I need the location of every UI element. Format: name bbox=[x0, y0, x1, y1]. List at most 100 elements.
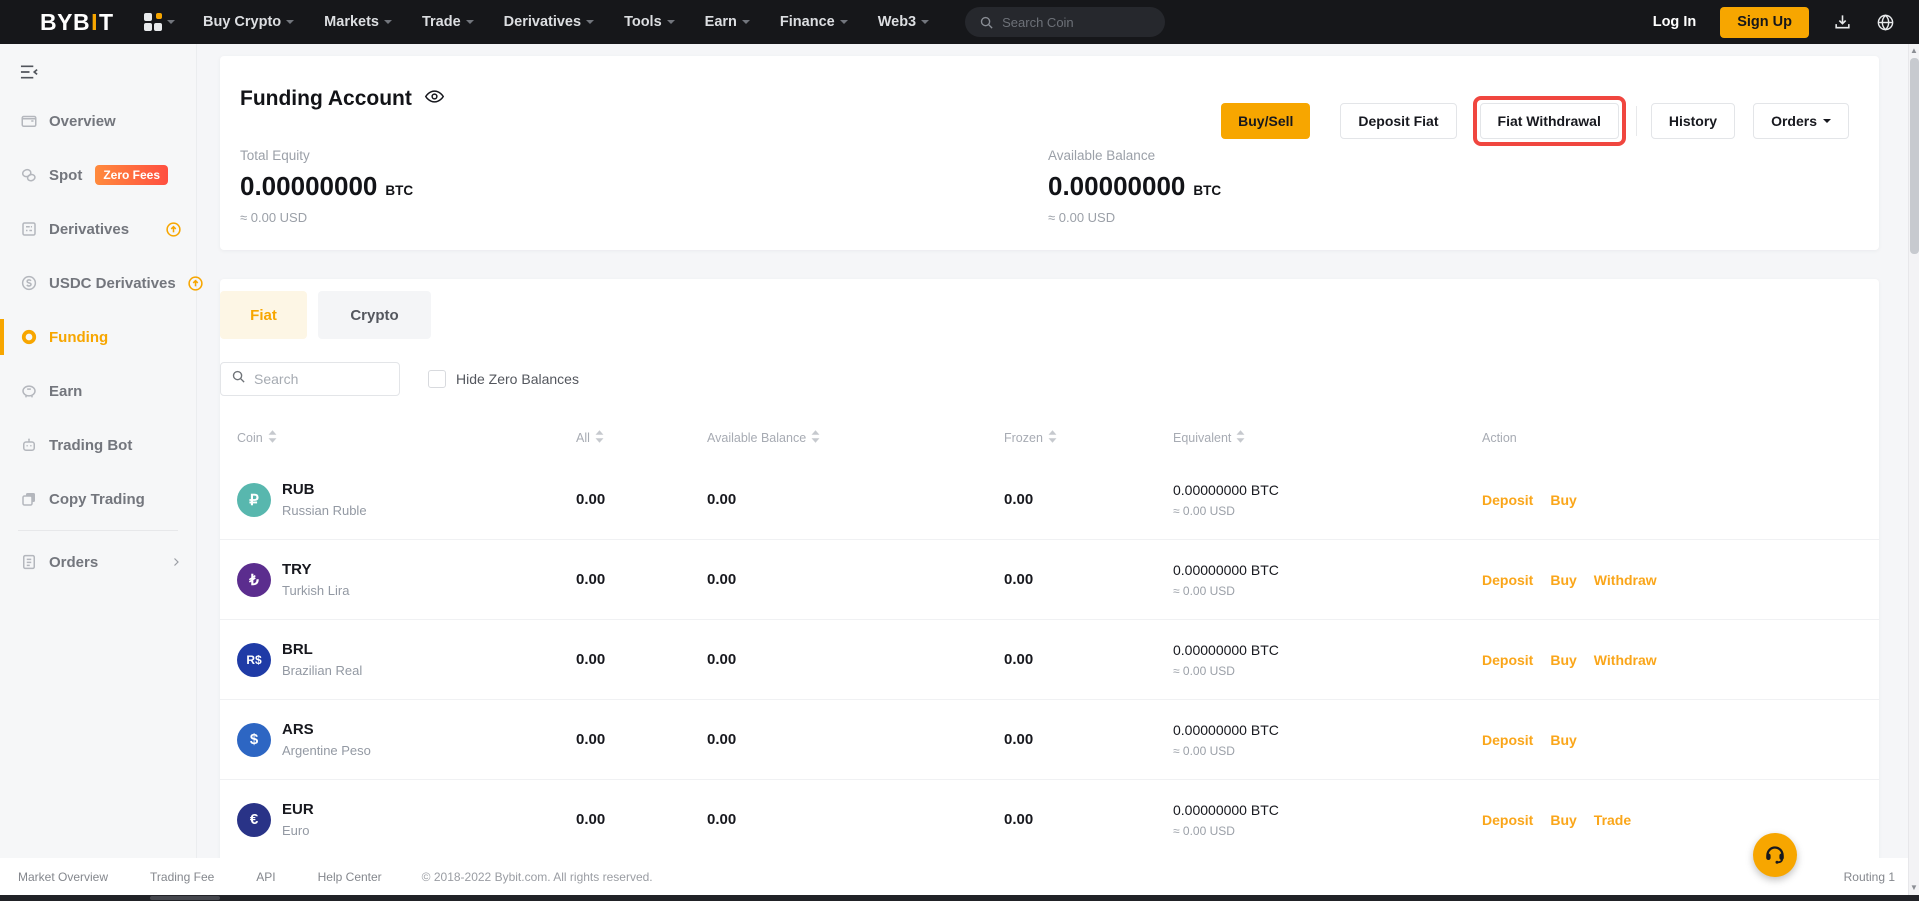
buy-sell-button[interactable]: Buy/Sell bbox=[1221, 103, 1311, 139]
signup-button[interactable]: Sign Up bbox=[1720, 6, 1809, 38]
table-header: Coin All Available Balance Frozen Equivalent… bbox=[220, 423, 1879, 453]
deposit-fiat-button[interactable]: Deposit Fiat bbox=[1340, 103, 1457, 139]
withdraw-link[interactable]: Withdraw bbox=[1593, 651, 1657, 668]
available-balance-value: 0.00 bbox=[707, 731, 737, 748]
sidebar-item-copy-trading[interactable]: Copy Trading bbox=[0, 472, 196, 526]
brl-coin-icon: R$ bbox=[237, 642, 271, 677]
earn-icon bbox=[20, 382, 38, 400]
download-app-icon[interactable] bbox=[1833, 13, 1852, 32]
total-equity-value: 0.00000000 bbox=[240, 171, 378, 201]
sidebar-collapse-icon[interactable] bbox=[20, 65, 39, 84]
buy-link[interactable]: Buy bbox=[1550, 811, 1577, 828]
table-search-input[interactable] bbox=[254, 371, 384, 387]
hide-zero-checkbox[interactable] bbox=[428, 370, 446, 388]
chevron-down-icon bbox=[586, 20, 595, 28]
coin-search-box[interactable] bbox=[965, 7, 1166, 37]
vertical-scrollbar-thumb[interactable] bbox=[1910, 58, 1919, 254]
column-header-coin[interactable]: Coin bbox=[237, 430, 576, 446]
frozen-value: 0.00 bbox=[1004, 731, 1034, 748]
orders-dropdown-button[interactable]: Orders bbox=[1753, 103, 1849, 139]
footer-link-market-overview[interactable]: Market Overview bbox=[18, 869, 109, 884]
nav-item-tools[interactable]: Tools bbox=[624, 14, 675, 30]
sidebar-item-label: Funding bbox=[49, 328, 109, 346]
deposit-link[interactable]: Deposit bbox=[1482, 731, 1534, 748]
coin-symbol: BRL bbox=[282, 641, 313, 658]
column-header-equivalent[interactable]: Equivalent bbox=[1173, 430, 1482, 446]
copy-icon bbox=[20, 490, 38, 508]
scroll-up-arrow-icon[interactable]: ▲ bbox=[1910, 46, 1918, 55]
orders-icon bbox=[20, 553, 38, 571]
deposit-link[interactable]: Deposit bbox=[1482, 571, 1534, 588]
apps-menu-button[interactable] bbox=[143, 12, 176, 32]
footer-link-api[interactable]: API bbox=[256, 869, 276, 884]
hide-zero-balances-toggle[interactable]: Hide Zero Balances bbox=[428, 370, 579, 388]
sidebar-nav: Overview Spot Zero Fees Derivatives USDC Der… bbox=[0, 94, 203, 589]
coin-name: Russian Ruble bbox=[282, 503, 367, 518]
coin-search-input[interactable] bbox=[1002, 14, 1143, 30]
sidebar-item-derivatives[interactable]: Derivatives bbox=[0, 202, 196, 256]
column-header-frozen[interactable]: Frozen bbox=[1004, 430, 1173, 446]
history-button[interactable]: History bbox=[1650, 103, 1736, 139]
coin-symbol: ARS bbox=[282, 721, 314, 738]
button-divider bbox=[1635, 106, 1637, 136]
apps-grid-icon bbox=[143, 12, 163, 32]
scroll-down-arrow-icon[interactable]: ▼ bbox=[1910, 883, 1918, 892]
buy-link[interactable]: Buy bbox=[1550, 731, 1577, 748]
column-label: Action bbox=[1482, 431, 1517, 445]
coin-symbol: RUB bbox=[282, 481, 315, 498]
toggle-balance-visibility-eye-icon[interactable] bbox=[424, 86, 445, 112]
column-label: Frozen bbox=[1004, 431, 1043, 445]
buy-link[interactable]: Buy bbox=[1550, 491, 1577, 508]
nav-item-finance[interactable]: Finance bbox=[780, 14, 848, 30]
frozen-value: 0.00 bbox=[1004, 811, 1034, 828]
column-header-all[interactable]: All bbox=[576, 430, 707, 446]
equivalent-usd: ≈ 0.00 USD bbox=[1173, 503, 1235, 518]
buy-link[interactable]: Buy bbox=[1550, 571, 1577, 588]
sidebar-item-orders[interactable]: Orders bbox=[0, 535, 196, 589]
footer-link-trading-fee[interactable]: Trading Fee bbox=[150, 869, 215, 884]
equivalent-btc: 0.00000000 BTC bbox=[1173, 641, 1279, 658]
equivalent-usd: ≈ 0.00 USD bbox=[1173, 823, 1235, 838]
support-chat-button[interactable] bbox=[1753, 833, 1797, 877]
withdraw-link[interactable]: Withdraw bbox=[1593, 571, 1657, 588]
sidebar-item-usdc-derivatives[interactable]: USDC Derivatives bbox=[0, 256, 203, 310]
sidebar-item-overview[interactable]: Overview bbox=[0, 94, 196, 148]
login-button[interactable]: Log In bbox=[1652, 14, 1697, 30]
coin-name: Turkish Lira bbox=[282, 583, 350, 598]
nav-item-markets[interactable]: Markets bbox=[324, 14, 392, 30]
sidebar-item-funding[interactable]: Funding bbox=[0, 310, 196, 364]
action-cell: Deposit Buy bbox=[1482, 492, 1879, 508]
sidebar-item-trading-bot[interactable]: Trading Bot bbox=[0, 418, 196, 472]
buy-link[interactable]: Buy bbox=[1550, 651, 1577, 668]
nav-item-buy-crypto[interactable]: Buy Crypto bbox=[203, 14, 295, 30]
column-header-available-balance[interactable]: Available Balance bbox=[707, 430, 1004, 446]
available-balance-approx: ≈ 0.00 USD bbox=[1048, 210, 1116, 225]
nav-item-web3[interactable]: Web3 bbox=[878, 14, 930, 30]
tab-crypto[interactable]: Crypto bbox=[318, 291, 431, 339]
sidebar-item-earn[interactable]: Earn bbox=[0, 364, 196, 418]
table-search-box[interactable] bbox=[220, 362, 400, 396]
footer-link-help-center[interactable]: Help Center bbox=[317, 869, 382, 884]
table-row-ars: $ ARS Argentine Peso 0.00 0.00 0.00 0.00000000… bbox=[220, 700, 1879, 780]
horizontal-scrollbar-thumb[interactable] bbox=[150, 896, 220, 900]
language-globe-icon[interactable] bbox=[1876, 13, 1895, 32]
sidebar-item-spot[interactable]: Spot Zero Fees bbox=[0, 148, 196, 202]
chevron-down-icon bbox=[839, 20, 848, 28]
footer: Market Overview Trading Fee API Help Center… bbox=[0, 858, 1919, 895]
nav-item-derivatives[interactable]: Derivatives bbox=[504, 14, 595, 30]
deposit-link[interactable]: Deposit bbox=[1482, 651, 1534, 668]
bybit-logo[interactable]: BYB I T bbox=[40, 9, 114, 36]
tab-fiat[interactable]: Fiat bbox=[220, 291, 307, 339]
chevron-down-icon bbox=[465, 20, 474, 28]
search-icon bbox=[231, 369, 246, 389]
routing-status: Routing 1 bbox=[1843, 869, 1895, 884]
fiat-withdrawal-button[interactable]: Fiat Withdrawal bbox=[1479, 103, 1619, 139]
nav-item-trade[interactable]: Trade bbox=[422, 14, 474, 30]
deposit-link[interactable]: Deposit bbox=[1482, 811, 1534, 828]
equivalent-btc: 0.00000000 BTC bbox=[1173, 561, 1279, 578]
page-title: Funding Account bbox=[240, 87, 412, 110]
trade-link[interactable]: Trade bbox=[1593, 811, 1632, 828]
deposit-link[interactable]: Deposit bbox=[1482, 491, 1534, 508]
nav-item-earn[interactable]: Earn bbox=[705, 14, 750, 30]
nav-item-label: Markets bbox=[324, 14, 379, 30]
